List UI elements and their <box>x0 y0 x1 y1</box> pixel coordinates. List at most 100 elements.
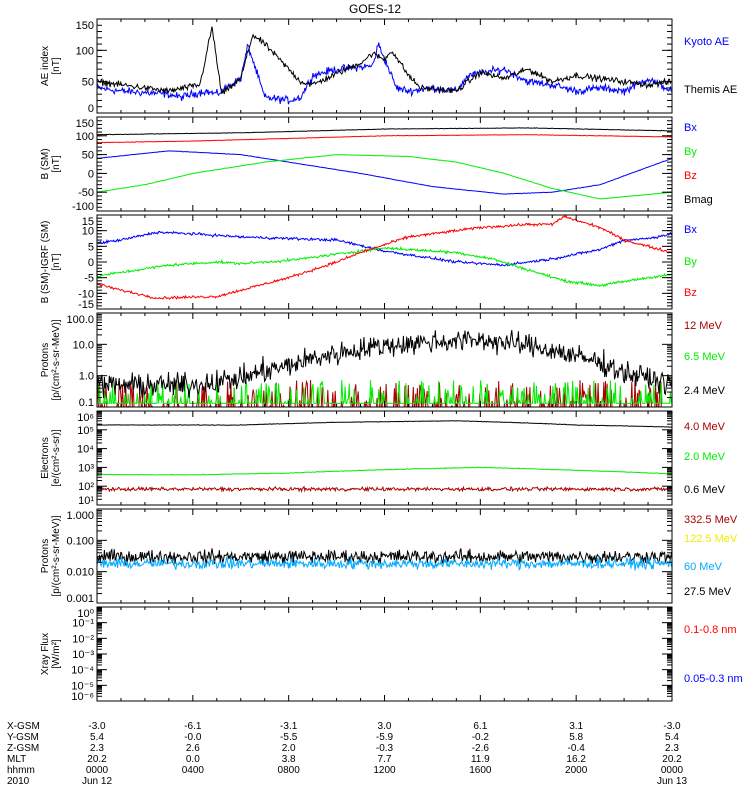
y-tick-label: 0 <box>88 257 94 269</box>
ephemeris-row-label: Y-GSM <box>7 732 39 743</box>
ephemeris-value: 1600 <box>469 765 492 776</box>
panel-1: 0 50 100 150 AE index[nT] Kyoto AE Themis AE <box>40 18 737 115</box>
ephemeris-row-label: 2010 <box>7 776 30 787</box>
ephemeris-value: 3.1 <box>569 721 583 732</box>
y-tick-label: 10.0 <box>73 339 94 351</box>
legend-2-4-mev: 2.4 MeV <box>684 385 726 397</box>
ephemeris-value: 0000 <box>661 765 684 776</box>
y-tick-label: 10⁴ <box>77 444 94 456</box>
y-axis-label-line: Protons <box>40 343 51 377</box>
ephemeris-value: 11.9 <box>471 754 490 765</box>
ephemeris-value: -0.3 <box>376 743 394 754</box>
ephemeris-value: 0.0 <box>186 754 200 765</box>
ephemeris-value: -3.0 <box>88 721 106 732</box>
ephemeris-value: 20.2 <box>662 754 682 765</box>
legend-bx: Bx <box>684 224 697 236</box>
series-60-mev <box>97 556 672 571</box>
ephemeris-value: -0.4 <box>568 743 586 754</box>
y-tick-label: -5 <box>84 273 94 285</box>
series-by <box>97 245 672 288</box>
ephemeris-row-label: X-GSM <box>7 721 40 732</box>
ephemeris-value: 6.1 <box>473 721 487 732</box>
ephemeris-value: 5.4 <box>665 732 679 743</box>
ephemeris-value: 5.8 <box>569 732 583 743</box>
ephemeris-value: -0.0 <box>184 732 202 743</box>
ephemeris-value: 2.3 <box>90 743 104 754</box>
y-axis-label-line: [nT] <box>51 253 62 270</box>
series-2-0-mev <box>97 466 672 476</box>
y-axis-label-line: [nT] <box>51 155 62 172</box>
ephemeris-value: -6.1 <box>184 721 202 732</box>
y-tick-label: 15 <box>82 216 94 228</box>
y-tick-label: 10⁻¹ <box>72 618 94 630</box>
y-tick-label: 10⁻² <box>72 633 94 645</box>
legend-4-0-mev: 4.0 MeV <box>684 421 726 433</box>
series-27-5-mev <box>97 548 672 567</box>
series-bz <box>97 134 672 144</box>
y-tick-label: -50 <box>78 187 94 199</box>
y-axis-label-line: [p/(cm²-s-sr-MeV)] <box>51 319 62 400</box>
legend-6-5-mev: 6.5 MeV <box>684 351 726 363</box>
series-bmag <box>97 127 672 136</box>
y-tick-label: 0.010 <box>66 567 94 579</box>
y-tick-label: 150 <box>76 118 94 130</box>
legend-2-0-mev: 2.0 MeV <box>684 451 726 463</box>
legend-bz: Bz <box>684 287 697 299</box>
ephemeris-value: -5.9 <box>376 732 394 743</box>
ephemeris-value: 0000 <box>86 765 109 776</box>
y-axis-label: Electrons[e/(cm²-s-sr)] <box>40 429 62 486</box>
y-tick-label: 0.100 <box>66 535 94 547</box>
y-axis-label-line: Xray Flux <box>40 633 51 675</box>
y-tick-label: 10⁰ <box>77 608 94 620</box>
ephemeris-table: X-GSMY-GSMZ-GSMMLThhmm2010-3.05.42.320.2… <box>7 721 687 787</box>
ephemeris-value: -5.5 <box>280 732 298 743</box>
y-tick-label: -10 <box>78 288 94 300</box>
panel-frame <box>96 116 673 212</box>
legend-27-5-mev: 27.5 MeV <box>684 586 732 598</box>
legend-bmag: Bmag <box>684 194 713 206</box>
legend-bz: Bz <box>684 170 697 182</box>
y-tick-label: -15 <box>78 299 94 311</box>
series-0-6-mev <box>97 420 672 428</box>
ephemeris-value: Jun 13 <box>657 776 687 787</box>
series-bx <box>97 230 672 267</box>
legend-12-mev: 12 MeV <box>684 320 723 332</box>
y-tick-label: 1.000 <box>66 510 94 522</box>
panel-6: 0.001 0.010 0.100 1.000 Protons[p/(cm²-s-sr-… <box>40 508 738 605</box>
y-axis-label: Protons[p/(cm²-s-sr-MeV)] <box>40 319 62 400</box>
y-axis-label-line: AE index <box>40 46 51 86</box>
y-tick-label: 100 <box>76 45 94 57</box>
legend-122-5-mev: 122.5 MeV <box>684 533 738 545</box>
ephemeris-value: 2.3 <box>665 743 679 754</box>
ephemeris-value: 0800 <box>278 765 301 776</box>
y-tick-label: 150 <box>76 20 94 32</box>
series-2-4-mev <box>97 330 672 399</box>
series-kyoto-ae <box>97 42 672 105</box>
ephemeris-row-label: hhmm <box>7 765 35 776</box>
panel-4: 0.1 1.0 10.0 100.0 Protons[p/(cm²-s-sr-MeV)]… <box>40 312 726 409</box>
y-tick-label: 0.1 <box>79 397 94 409</box>
y-axis-label-line: Protons <box>40 539 51 573</box>
ephemeris-value: 2.0 <box>282 743 296 754</box>
y-tick-label: 10³ <box>78 462 94 474</box>
y-tick-label: 10⁻⁴ <box>71 665 94 677</box>
y-tick-label: 10⁶ <box>77 412 94 424</box>
y-tick-label: 10⁻⁵ <box>71 680 94 692</box>
legend-0-6-mev: 0.6 MeV <box>684 484 726 496</box>
legend-0-1-0-8-nm: 0.1-0.8 nm <box>684 624 737 636</box>
y-axis-label-line: [nT] <box>51 57 62 74</box>
y-tick-label: 50 <box>82 150 94 162</box>
series-bx <box>97 150 672 195</box>
y-tick-label: 10¹ <box>78 495 94 507</box>
ephemeris-value: 20.2 <box>87 754 107 765</box>
y-tick-label: 100.0 <box>66 314 94 326</box>
legend-60-mev: 60 MeV <box>684 561 723 573</box>
series-themis-ae <box>97 26 672 95</box>
legend-kyoto-ae: Kyoto AE <box>684 36 729 48</box>
panel-frame <box>96 214 673 310</box>
